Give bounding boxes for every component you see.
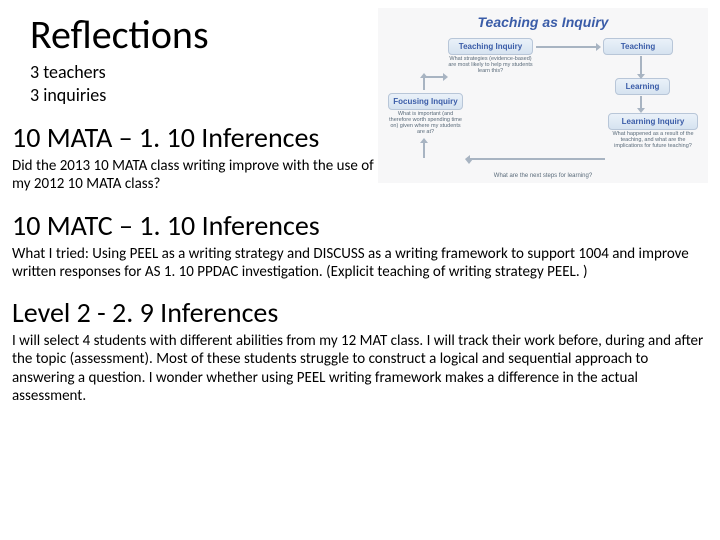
inquiry-diagram: Teaching as Inquiry Teaching Inquiry Wha… — [378, 8, 708, 183]
arrow-learning-li — [640, 96, 642, 108]
arrow-stub — [468, 158, 470, 159]
section-body-2: What I tried: Using PEEL as a writing st… — [12, 245, 708, 282]
section-heading-3: Level 2 - 2. 9 Inferences — [12, 295, 708, 330]
arrow-fi-up — [423, 78, 425, 90]
diagram-bottom-text: What are the next steps for learning? — [494, 173, 592, 179]
arrow-teaching-learning — [640, 56, 642, 74]
box-teaching-inquiry: Teaching Inquiry — [448, 38, 533, 55]
section-heading-2: 10 MATC – 1. 10 Inferences — [12, 208, 708, 243]
sub-teaching-inquiry: What strategies (evidence-based) are mos… — [448, 56, 533, 74]
box-learning-inquiry: Learning Inquiry — [608, 113, 698, 130]
arrow-bottom-fi — [423, 143, 425, 158]
box-teaching: Teaching — [603, 38, 673, 55]
box-learning: Learning — [615, 78, 670, 95]
box-focusing-inquiry: Focusing Inquiry — [388, 93, 463, 110]
diagram-title: Teaching as Inquiry — [478, 14, 609, 30]
sub-learning-inquiry: What happened as a result of the teachin… — [608, 131, 698, 149]
sub-focusing-inquiry: What is important (and therefore worth s… — [388, 111, 463, 135]
arrow-ti-teaching — [536, 46, 596, 48]
arrow-li-fi — [470, 158, 605, 160]
arrow-fi-ti — [423, 76, 443, 78]
section-body-3: I will select 4 students with different … — [12, 332, 708, 405]
